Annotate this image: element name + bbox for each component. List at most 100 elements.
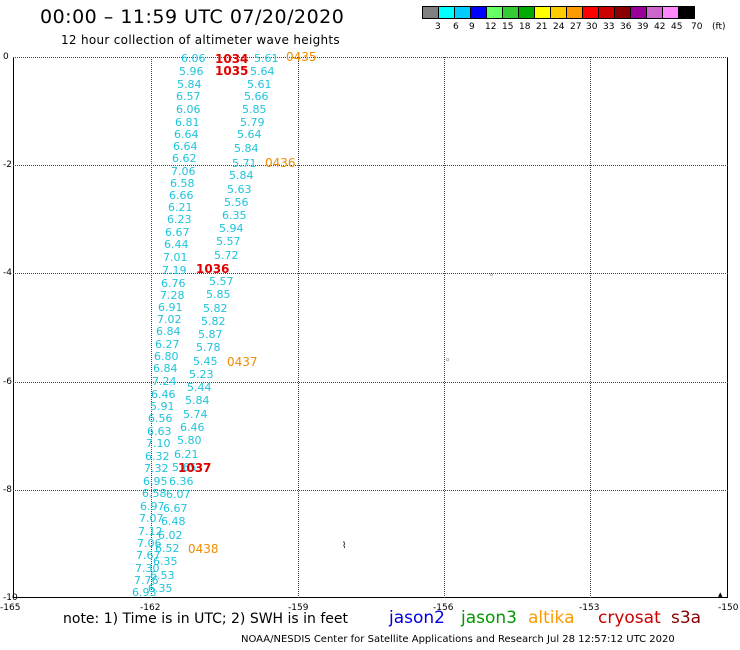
color-swatch — [438, 6, 455, 19]
color-scale-label: 6 — [453, 22, 459, 32]
wave-height-value: 7.10 — [146, 437, 171, 450]
wave-height-value: 6.52 — [155, 542, 180, 555]
color-swatch — [518, 6, 535, 19]
wave-height-value: 6.46 — [151, 388, 176, 401]
wave-height-value: 5.56 — [224, 196, 249, 209]
color-scale-label: 42 — [654, 22, 666, 32]
wave-height-value: 6.80 — [154, 350, 179, 363]
color-scale-label: 21 — [536, 22, 548, 32]
y-tick-label: -6 — [3, 377, 12, 387]
time-label: 0438 — [188, 542, 219, 556]
wave-height-value: 6.35 — [148, 582, 173, 595]
time-label: 1036 — [196, 262, 230, 276]
island-mark: ⌇ — [342, 541, 347, 551]
color-swatch — [582, 6, 599, 19]
island-mark: ◦ — [489, 271, 495, 281]
x-tick-label: -165 — [0, 603, 21, 613]
wave-height-value: 6.27 — [155, 338, 180, 351]
island-mark: ▴ — [718, 590, 723, 600]
wave-height-value: 6.46 — [180, 421, 205, 434]
wave-height-value: 5.96 — [179, 65, 204, 78]
grid-line-h — [13, 490, 728, 491]
color-swatch — [534, 6, 551, 19]
y-tick-label: 0 — [3, 52, 9, 62]
color-scale-label: 39 — [637, 22, 649, 32]
wave-height-value: 6.21 — [168, 201, 193, 214]
wave-height-value: 5.91 — [150, 400, 175, 413]
wave-height-value: 6.58 — [170, 177, 195, 190]
legend-item-altika: altika — [528, 608, 575, 628]
wave-height-value: 5.66 — [244, 90, 269, 103]
y-tick-label: -8 — [3, 485, 12, 495]
color-swatch — [662, 6, 679, 19]
color-scale-label: 30 — [586, 22, 598, 32]
wave-height-value: 5.84 — [234, 142, 259, 155]
wave-height-value: 6.48 — [161, 515, 186, 528]
wave-height-value: 5.61 — [247, 78, 272, 91]
color-swatch — [502, 6, 519, 19]
wave-height-value: 6.76 — [161, 277, 186, 290]
wave-height-value: 5.44 — [187, 381, 212, 394]
grid-line-v — [590, 57, 591, 598]
wave-height-value: 7.06 — [171, 165, 196, 178]
wave-height-value: 6.36 — [169, 475, 194, 488]
wave-height-value: 7.76 — [134, 574, 159, 587]
wave-height-value: 5.63 — [227, 183, 252, 196]
color-scale-label: 9 — [469, 22, 475, 32]
wave-height-value: 5.23 — [189, 368, 214, 381]
color-swatch — [614, 6, 631, 19]
plot-area — [13, 57, 728, 598]
color-scale-label: 27 — [570, 22, 582, 32]
wave-height-value: 5.45 — [193, 355, 218, 368]
wave-height-value: 5.94 — [219, 222, 244, 235]
grid-line-h — [13, 57, 728, 58]
wave-height-value: 6.35 — [222, 209, 247, 222]
wave-height-value: 7.24 — [152, 375, 177, 388]
time-label: 0435 — [286, 50, 317, 64]
wave-height-value: 5.57 — [209, 275, 234, 288]
wave-height-value: 7.67 — [136, 549, 161, 562]
wave-height-value: 5.61 — [254, 52, 279, 65]
wave-height-value: 6.58 — [142, 487, 167, 500]
color-swatch — [470, 6, 487, 19]
wave-height-value: 6.06 — [176, 103, 201, 116]
wave-height-value: 5.84 — [177, 78, 202, 91]
y-tick-label: -4 — [3, 268, 12, 278]
wave-height-value: 6.57 — [176, 90, 201, 103]
color-scale-label: 45 — [671, 22, 683, 32]
wave-height-value: 6.44 — [164, 238, 189, 251]
wave-height-value: 6.97 — [140, 500, 165, 513]
y-tick-label: -2 — [3, 160, 12, 170]
time-label: 0437 — [227, 355, 258, 369]
time-label: 1035 — [215, 64, 249, 78]
color-scale-unit: (ft) — [712, 22, 726, 32]
wave-height-value: 6.06 — [181, 52, 206, 65]
wave-height-value: 6.64 — [173, 140, 198, 153]
wave-height-value: 5.74 — [183, 408, 208, 421]
color-swatch — [646, 6, 663, 19]
wave-height-value: 6.91 — [158, 301, 183, 314]
wave-height-value: 6.64 — [174, 128, 199, 141]
color-swatch — [422, 6, 439, 19]
wave-height-value: 6.67 — [163, 502, 188, 515]
wave-height-value: 5.72 — [214, 249, 239, 262]
grid-line-v — [298, 57, 299, 598]
color-scale-label: 15 — [502, 22, 514, 32]
wave-height-value: 5.87 — [198, 328, 223, 341]
wave-height-value: 6.93 — [132, 586, 157, 599]
grid-line-v — [444, 57, 445, 598]
wave-height-value: 7.32 — [144, 462, 169, 475]
color-scale-label: 36 — [620, 22, 632, 32]
wave-height-value: 7.30 — [135, 562, 160, 575]
island-mark: ◦ — [445, 356, 451, 366]
wave-height-value: 6.84 — [156, 325, 181, 338]
wave-height-value: 6.53 — [150, 569, 175, 582]
x-tick-label: -153 — [579, 603, 600, 613]
x-tick-label: -156 — [433, 603, 454, 613]
wave-height-value: 5.57 — [216, 235, 241, 248]
map-title: 00:00 – 11:59 UTC 07/20/2020 — [40, 6, 345, 28]
wave-height-value: 7.28 — [160, 289, 185, 302]
time-label: 1037 — [178, 461, 212, 475]
wave-height-value: 5.84 — [229, 169, 254, 182]
wave-height-value: 6.81 — [175, 116, 200, 129]
